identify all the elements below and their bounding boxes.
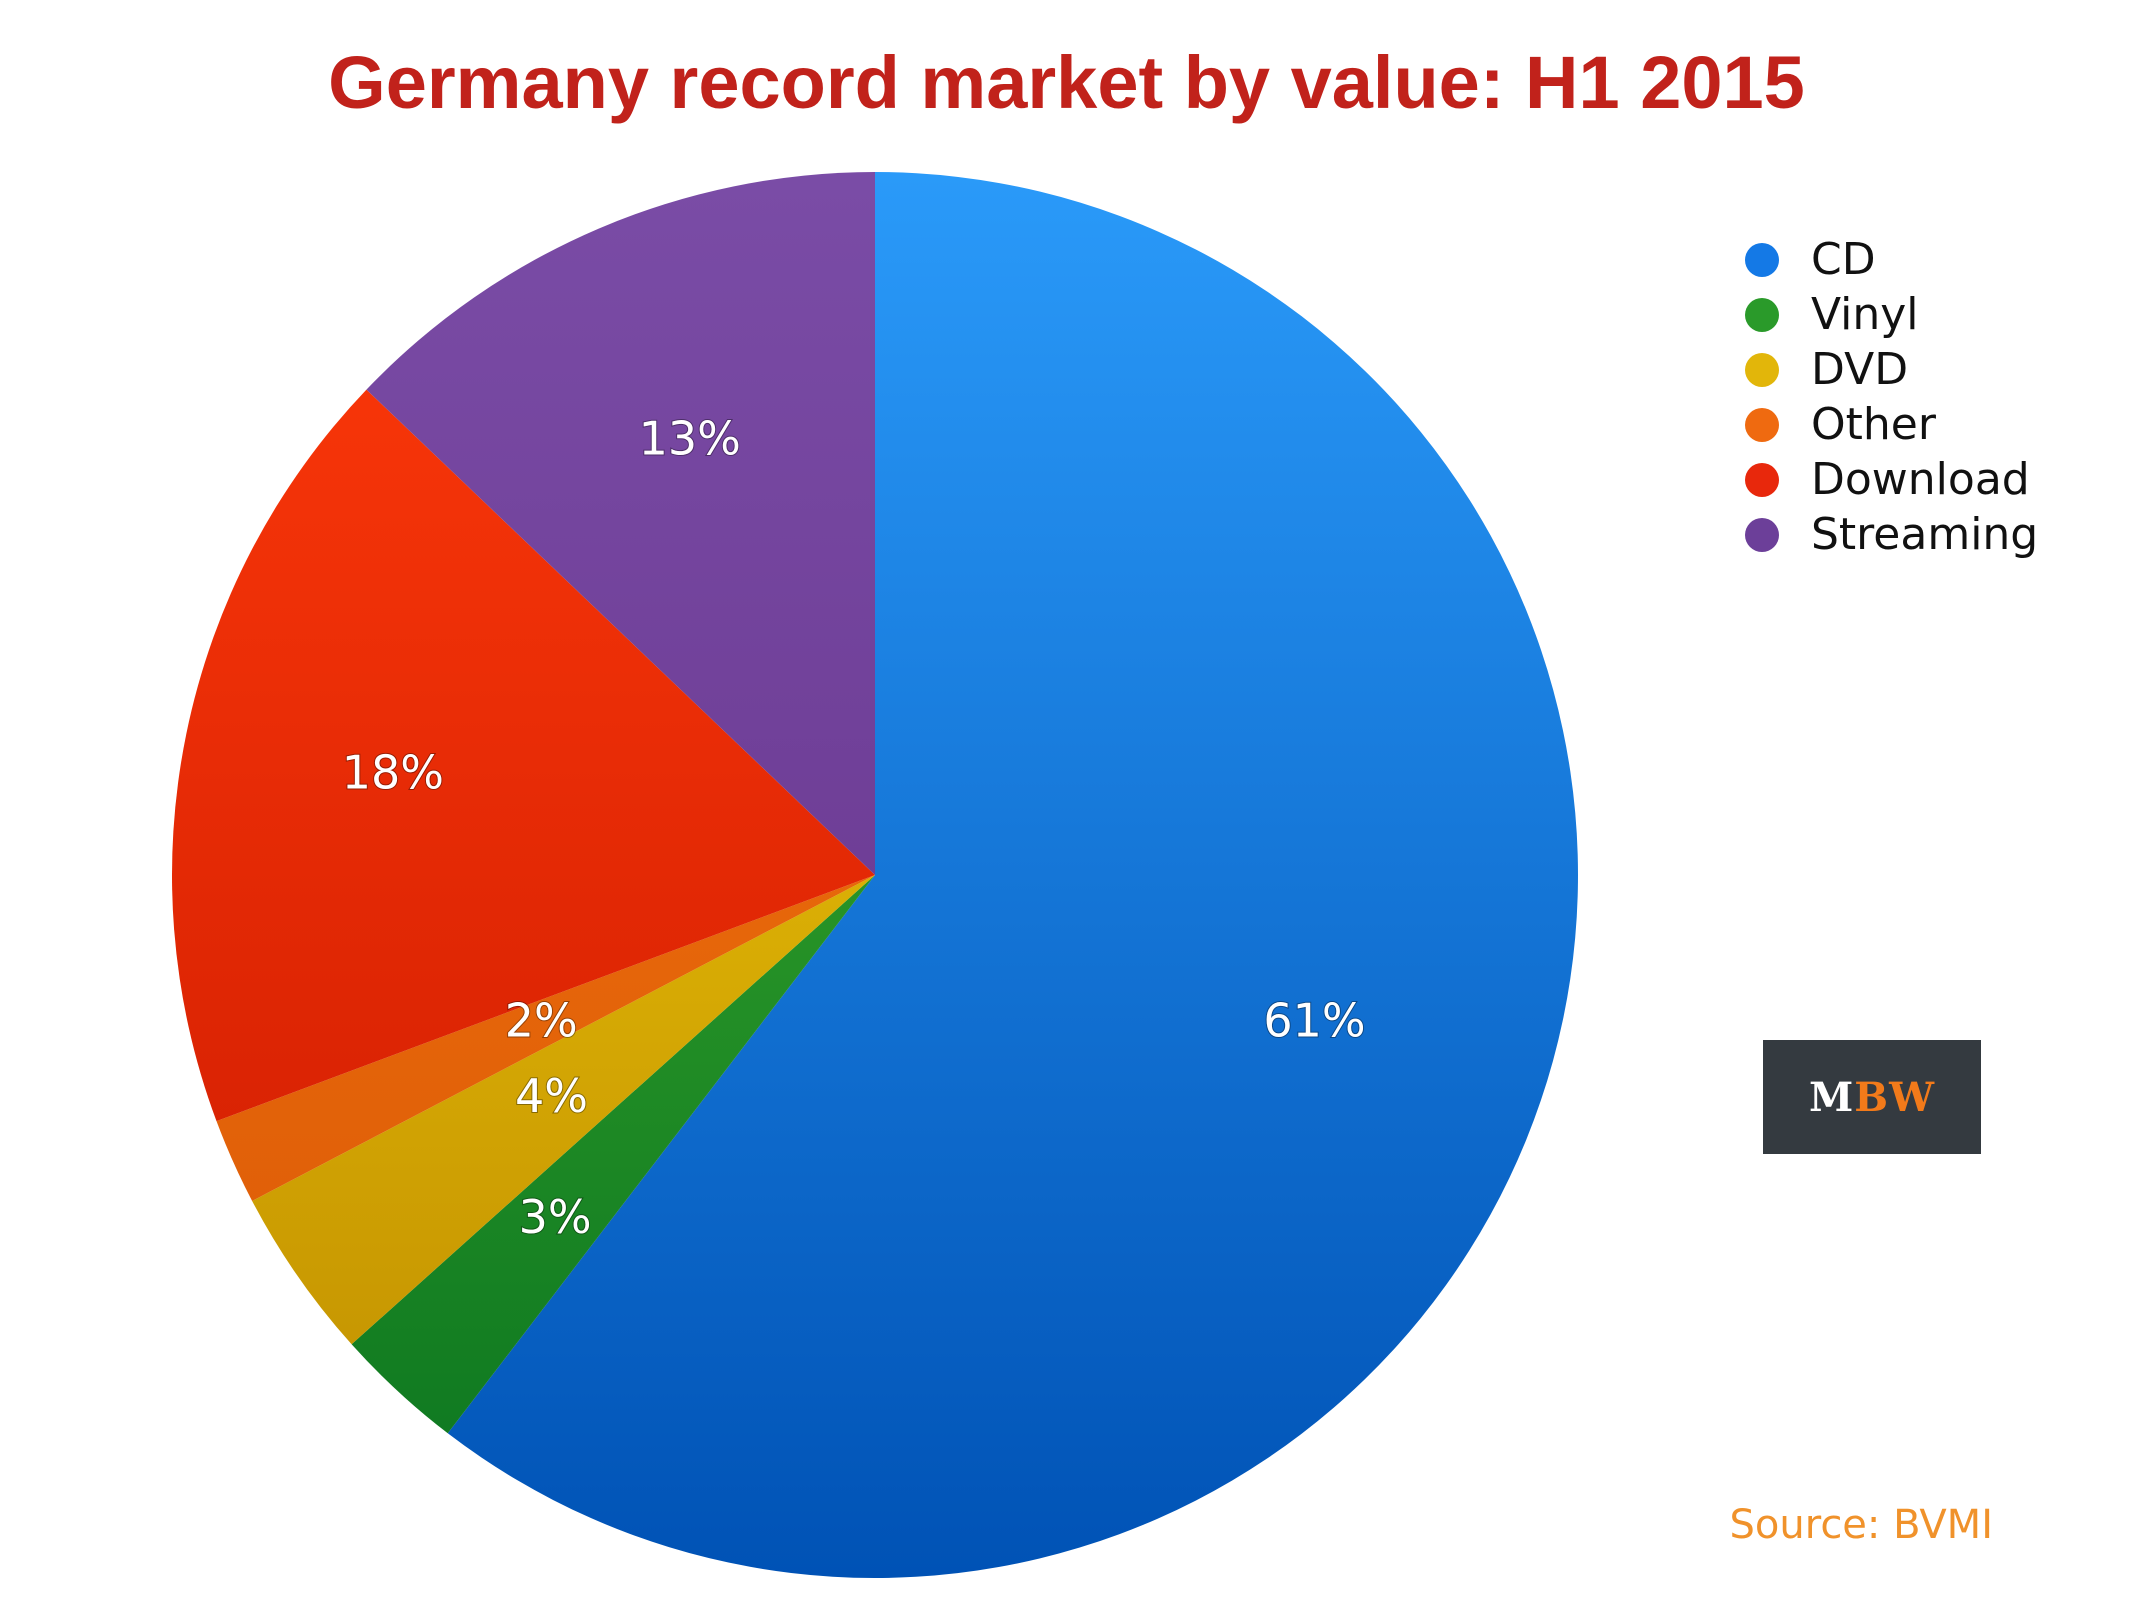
legend-item-download: Download <box>1745 452 2038 507</box>
pie-slice-streaming <box>366 172 875 875</box>
logo-letters-bw: BW <box>1854 1073 1935 1121</box>
logo-text: MBW <box>1809 1074 1935 1121</box>
pie-slices <box>171 172 1578 1579</box>
pie-slice-cd <box>447 172 1578 1579</box>
legend: CD Vinyl DVD Other Download Streaming <box>1745 232 2038 562</box>
legend-label: DVD <box>1811 344 1909 395</box>
legend-label: Streaming <box>1811 509 2039 560</box>
pie-slice-vinyl <box>351 875 876 1434</box>
legend-label: Other <box>1811 399 1936 450</box>
legend-dot <box>1745 352 1779 387</box>
legend-item-dvd: DVD <box>1745 342 2038 397</box>
pie-labels: 61% 3% 4% 2% 18% 13% <box>341 411 1367 1246</box>
pie-slice-dvd <box>252 875 875 1345</box>
legend-dot <box>1745 297 1779 332</box>
slice-label-cd: 61% <box>1263 993 1365 1047</box>
legend-label: CD <box>1811 234 1876 285</box>
legend-dot <box>1745 242 1779 277</box>
pie-slice-other <box>216 875 875 1201</box>
legend-label: Download <box>1811 454 2030 505</box>
source-note: Source: BVMI <box>1729 1502 1993 1548</box>
legend-item-other: Other <box>1745 397 2038 452</box>
legend-dot <box>1745 462 1779 497</box>
slice-label-streaming: 13% <box>639 412 741 466</box>
logo-letter-m: M <box>1808 1073 1855 1121</box>
slice-label-dvd: 4% <box>515 1069 588 1123</box>
slice-label-other: 2% <box>505 994 578 1048</box>
legend-dot <box>1745 407 1779 442</box>
slice-label-vinyl: 3% <box>519 1190 592 1244</box>
slice-label-download: 18% <box>342 746 444 800</box>
pie-slice-download <box>171 389 876 1122</box>
legend-item-cd: CD <box>1745 232 2038 287</box>
legend-item-streaming: Streaming <box>1745 507 2038 562</box>
chart-title: Germany record market by value: H1 2015 <box>328 41 1805 124</box>
legend-item-vinyl: Vinyl <box>1745 287 2038 342</box>
mbw-logo: MBW <box>1763 1040 1981 1154</box>
legend-label: Vinyl <box>1811 289 1919 340</box>
legend-dot <box>1745 517 1779 552</box>
